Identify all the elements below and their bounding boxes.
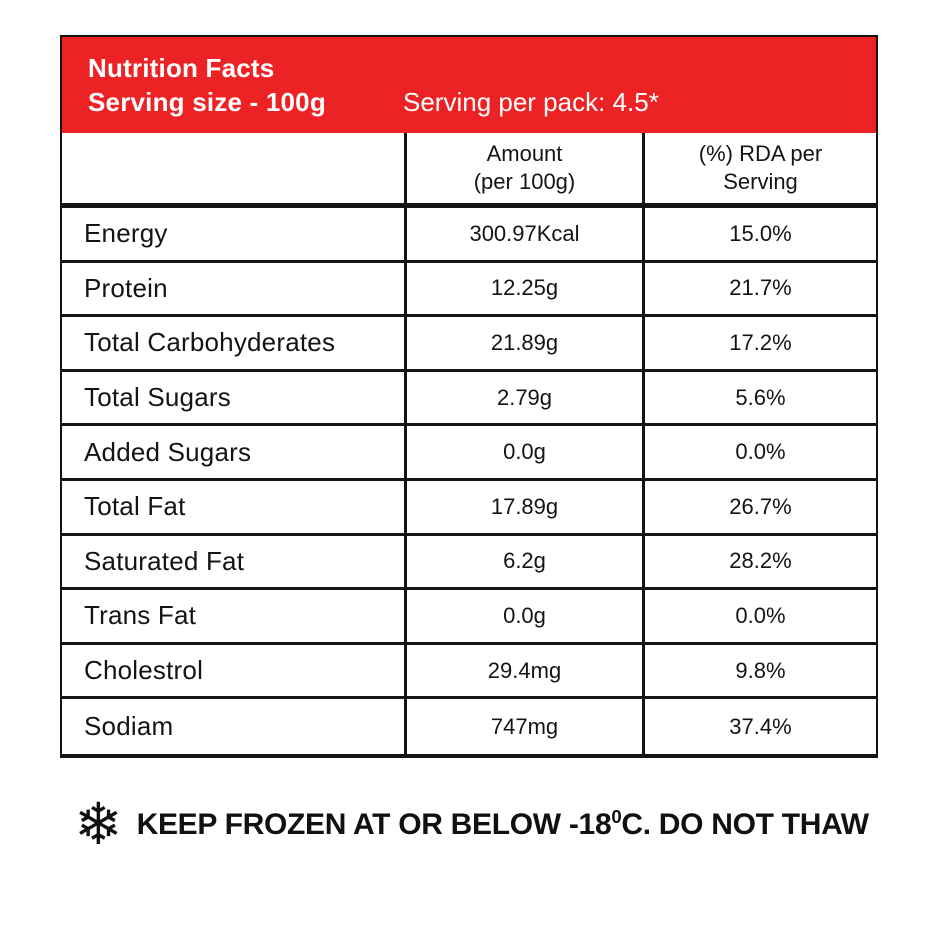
storage-notice: ❄ KEEP FROZEN AT OR BELOW -180C. DO NOT …	[74, 793, 874, 857]
nutrient-name: Protein	[84, 272, 168, 303]
notice-text-end: C. DO NOT THAW	[621, 808, 869, 841]
nutrient-name: Total Sugars	[84, 382, 231, 413]
table-row: Protein 12.25g 21.7%	[62, 262, 876, 318]
table-header-row: Amount (per 100g) (%) RDA per Serving	[62, 133, 876, 208]
nutrient-amount: 17.89g	[404, 480, 642, 533]
nutrient-name: Total Fat	[84, 491, 186, 522]
nutrient-amount: 6.2g	[404, 535, 642, 588]
table-row: Energy 300.97Kcal 15.0%	[62, 208, 876, 263]
nutrient-amount: 29.4mg	[404, 644, 642, 697]
nutrient-name: Added Sugars	[84, 436, 252, 467]
table-row: Total Sugars 2.79g 5.6%	[62, 371, 876, 427]
header-cell-nutrient	[62, 133, 404, 203]
table-row: Total Fat 17.89g 26.7%	[62, 480, 876, 536]
table-row: Saturated Fat 6.2g 28.2%	[62, 535, 876, 591]
storage-notice-text: KEEP FROZEN AT OR BELOW -180C. DO NOT TH…	[136, 806, 870, 842]
header-cell-rda: (%) RDA per Serving	[642, 133, 876, 203]
nutrient-rda: 26.7%	[642, 480, 876, 533]
nutrient-name: Trans Fat	[84, 600, 197, 631]
nutrient-amount: 0.0g	[404, 590, 642, 642]
table-row: Total Carbohyderates 21.89g 17.2%	[62, 317, 876, 372]
notice-superscript-zero: 0	[611, 806, 622, 827]
nutrient-amount: 12.25g	[404, 262, 642, 315]
table-row: Trans Fat 0.0g 0.0%	[62, 590, 876, 645]
header-cell-amount: Amount (per 100g)	[404, 133, 642, 203]
nutrient-name: Sodiam	[84, 711, 174, 742]
label-header: Nutrition Facts Serving size - 100g Serv…	[62, 37, 876, 133]
nutrient-rda: 9.8%	[642, 644, 876, 697]
table-row: Sodiam 747mg 37.4%	[62, 699, 876, 754]
snowflake-icon: ❄	[74, 792, 123, 857]
table-row: Added Sugars 0.0g 0.0%	[62, 426, 876, 481]
nutrient-amount: 300.97Kcal	[404, 208, 642, 260]
nutrient-rda: 17.2%	[642, 317, 876, 369]
nutrient-name: Cholestrol	[84, 655, 204, 686]
nutrient-amount: 21.89g	[404, 317, 642, 369]
rda-header-line1: (%) RDA per	[698, 141, 823, 166]
nutrient-rda: 0.0%	[642, 590, 876, 642]
nutrient-rda: 21.7%	[642, 262, 876, 315]
amount-header-line2: (per 100g)	[473, 169, 576, 194]
rda-header-line2: Serving	[723, 169, 798, 194]
nutrient-name: Total Carbohyderates	[84, 327, 336, 358]
nutrient-rda: 0.0%	[642, 426, 876, 478]
nutrition-facts-label: Nutrition Facts Serving size - 100g Serv…	[60, 35, 878, 758]
nutrient-name: Saturated Fat	[84, 545, 245, 576]
nutrient-rda: 28.2%	[642, 535, 876, 588]
serving-per-pack-text: Serving per pack: 4.5*	[403, 87, 659, 117]
amount-header-line1: Amount	[486, 141, 563, 166]
nutrient-name: Energy	[84, 218, 168, 249]
nutrient-amount: 0.0g	[404, 426, 642, 478]
notice-text-start: KEEP FROZEN AT OR BELOW -18	[136, 808, 612, 841]
nutrient-rda: 5.6%	[642, 371, 876, 424]
serving-size-text: Serving size - 100g	[88, 87, 326, 117]
nutrient-rda: 15.0%	[642, 208, 876, 260]
nutrient-amount: 2.79g	[404, 371, 642, 424]
table-row: Cholestrol 29.4mg 9.8%	[62, 644, 876, 700]
serving-line: Serving size - 100g Serving per pack: 4.…	[88, 85, 876, 119]
label-title: Nutrition Facts	[88, 53, 275, 83]
nutrient-amount: 747mg	[404, 699, 642, 754]
nutrient-rda: 37.4%	[642, 699, 876, 754]
